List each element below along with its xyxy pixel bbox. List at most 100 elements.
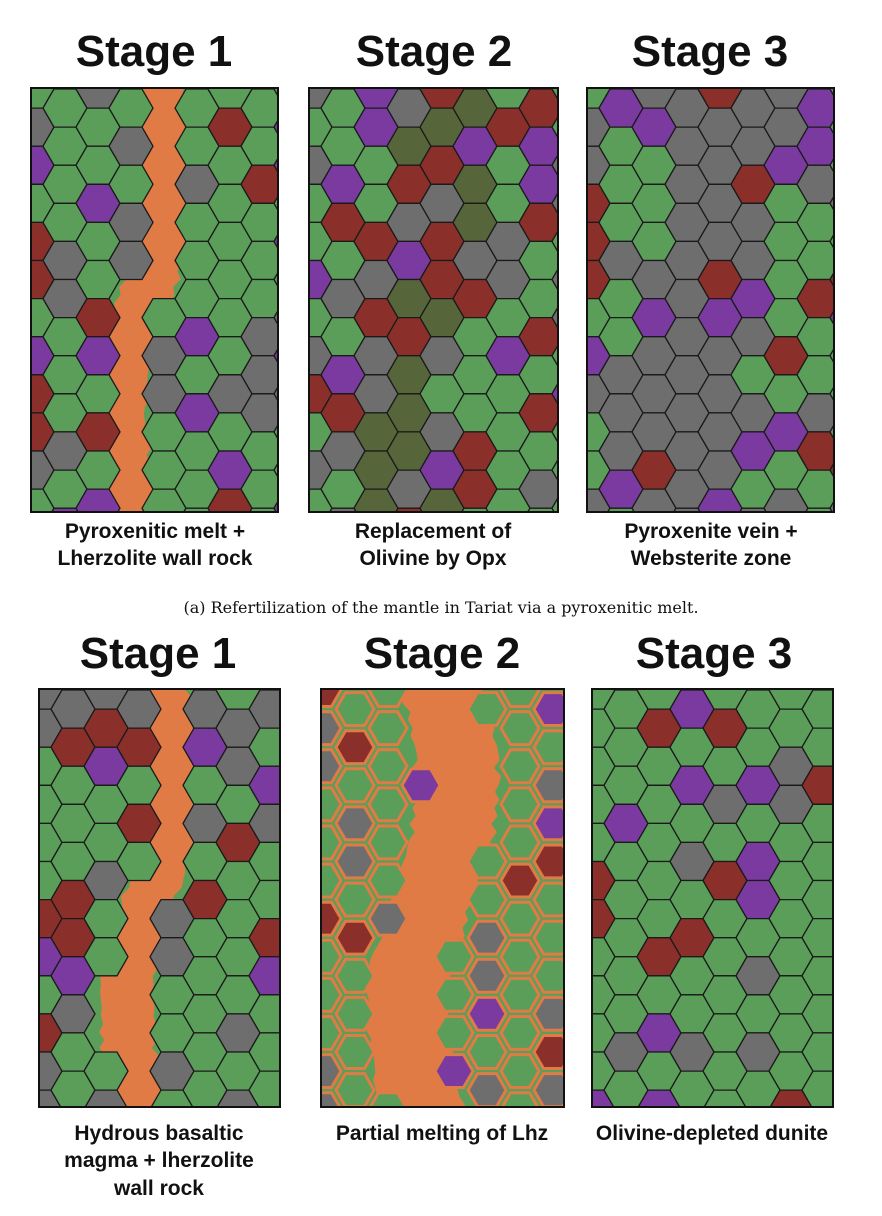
mineral-grain xyxy=(801,994,832,1034)
mineral-grain xyxy=(499,1015,541,1051)
mineral-grain xyxy=(466,881,508,918)
mineral-grain xyxy=(400,767,442,804)
mineral-grain xyxy=(551,89,557,99)
mineral-grain xyxy=(273,387,277,401)
mineral-grain xyxy=(433,1015,475,1051)
stage-title-a2: Stage 2 xyxy=(355,27,513,76)
mineral-grain xyxy=(334,843,376,880)
mineral-grain xyxy=(551,460,557,481)
mineral-grain xyxy=(273,273,277,287)
mineral-grain xyxy=(551,345,557,366)
mineral-grain xyxy=(273,196,277,210)
mineral-grain xyxy=(367,824,409,861)
mineral-grain xyxy=(499,690,541,708)
mineral-grain xyxy=(551,498,557,511)
mineral-grain xyxy=(801,1070,832,1106)
caption-b1: Hydrous basaltic magma + lherzolite wall… xyxy=(64,1122,254,1200)
panel-b3 xyxy=(591,688,834,1108)
mineral-grain xyxy=(369,1091,407,1106)
mineral-grain xyxy=(322,900,343,937)
mineral-grain xyxy=(532,1072,563,1106)
caption-a3: Pyroxenite vein + Websterite zone xyxy=(624,520,798,571)
mineral-grain xyxy=(248,841,279,882)
stage-title-b3: Stage 3 xyxy=(635,629,793,678)
mineral-grain xyxy=(334,691,376,727)
mineral-grain xyxy=(801,727,832,767)
mineral-grain xyxy=(273,425,277,439)
mineral-grain xyxy=(248,803,279,844)
mineral-grain xyxy=(273,234,277,248)
mineral-grain xyxy=(551,269,557,290)
stage-title-a3: Stage 3 xyxy=(631,27,789,76)
mineral-grain xyxy=(334,767,376,804)
mineral-grain xyxy=(551,421,557,442)
panel-b1 xyxy=(38,688,281,1108)
mineral-grain xyxy=(499,938,541,975)
mineral-grain xyxy=(466,1072,508,1106)
mineral-grain xyxy=(466,843,508,880)
mineral-grain xyxy=(273,349,277,363)
mineral-grain xyxy=(499,976,541,1013)
mineral-grain xyxy=(433,976,475,1013)
mineral-grain xyxy=(334,729,376,766)
mineral-grain xyxy=(322,938,343,975)
melt-vein xyxy=(89,89,200,511)
mineral-grain xyxy=(322,710,343,747)
mineral-grain xyxy=(801,803,832,844)
mineral-grain xyxy=(532,919,563,956)
caption-b2: Partial melting of Lhz xyxy=(335,1122,549,1145)
panel-a3 xyxy=(586,87,835,513)
mineral-grain xyxy=(499,900,541,937)
mineral-grain xyxy=(322,862,343,899)
mineral-grain xyxy=(532,1034,563,1070)
mineral-grain xyxy=(248,1032,279,1072)
mineral-grain xyxy=(801,690,832,729)
panel-a2 xyxy=(308,87,559,513)
mineral-grain xyxy=(829,89,833,96)
mineral-grain xyxy=(108,240,154,281)
mineral-grain xyxy=(273,501,277,511)
mineral-grain xyxy=(248,765,279,805)
mineral-grain xyxy=(334,919,376,956)
mineral-grain xyxy=(367,748,409,785)
mineral-grain xyxy=(273,158,277,172)
mineral-grain xyxy=(273,120,277,134)
mineral-grain xyxy=(367,710,409,747)
panel-b2 xyxy=(320,688,565,1108)
mineral-grain xyxy=(801,841,832,882)
mineral-grain xyxy=(466,691,508,727)
mineral-grain xyxy=(499,1053,541,1089)
mineral-grain xyxy=(273,311,277,325)
mineral-grain xyxy=(273,463,277,477)
mineral-grain xyxy=(829,463,833,477)
mineral-grain xyxy=(801,879,832,920)
mineral-grain xyxy=(367,862,409,899)
mineral-grain xyxy=(322,1091,341,1106)
mineral-grain xyxy=(829,425,833,439)
mineral-grain xyxy=(466,919,508,956)
mineral-grain xyxy=(248,917,279,958)
mineral-grain xyxy=(532,843,563,880)
panel-a1 xyxy=(30,87,279,513)
mineral-grain xyxy=(551,383,557,404)
mineral-grain xyxy=(248,994,279,1034)
melt-vein xyxy=(99,690,204,1106)
mineral-grain xyxy=(551,307,557,328)
mineral-grain xyxy=(83,937,129,977)
mineral-grain xyxy=(367,690,409,708)
mineral-grain xyxy=(551,231,557,252)
mineral-grain xyxy=(367,900,409,937)
mineral-grain xyxy=(322,824,343,861)
mineral-grain xyxy=(248,1070,279,1106)
mineral-grain xyxy=(551,117,557,138)
mineral-grain xyxy=(499,710,541,747)
mineral-grain xyxy=(116,841,162,882)
mineral-grain xyxy=(322,1053,343,1089)
stage-title-b2: Stage 2 xyxy=(363,629,521,678)
mineral-grain xyxy=(248,690,279,729)
mineral-grain xyxy=(551,193,557,214)
mineral-grain xyxy=(829,349,833,363)
mineral-grain xyxy=(532,767,563,804)
mineral-grain xyxy=(829,158,833,172)
subcaption-a: (a) Refertilization of the mantle in Tar… xyxy=(183,598,699,617)
